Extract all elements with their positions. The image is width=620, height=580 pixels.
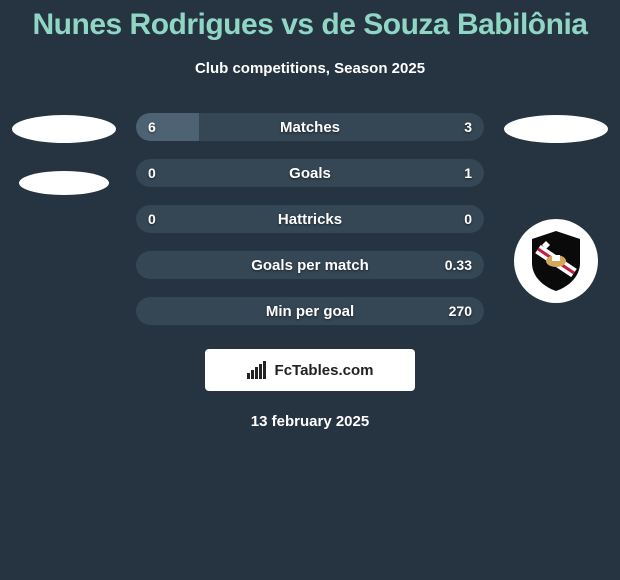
left-logos (12, 113, 116, 195)
stat-bar: 6 Matches 3 (136, 113, 484, 141)
main-row: 6 Matches 3 0 Goals 1 0 Hattricks 0 (0, 113, 620, 325)
bar-value-right: 270 (449, 303, 472, 319)
stat-bar: Min per goal 270 (136, 297, 484, 325)
right-logos (504, 113, 608, 303)
bar-value-left: 6 (148, 119, 156, 135)
brand-text: FcTables.com (275, 362, 374, 379)
stat-bar: Goals per match 0.33 (136, 251, 484, 279)
bar-value-right: 3 (464, 119, 472, 135)
player-left-logo-2 (19, 171, 109, 195)
comparison-card: Nunes Rodrigues vs de Souza Babilônia Cl… (0, 0, 620, 430)
bar-label: Goals per match (251, 257, 369, 274)
bar-label: Min per goal (266, 303, 354, 320)
brand-box[interactable]: FcTables.com (205, 349, 415, 391)
bar-value-right: 1 (464, 165, 472, 181)
stat-bars: 6 Matches 3 0 Goals 1 0 Hattricks 0 (136, 113, 484, 325)
subtitle: Club competitions, Season 2025 (0, 60, 620, 77)
stat-bar: 0 Goals 1 (136, 159, 484, 187)
bar-value-right: 0 (464, 211, 472, 227)
player-right-logo-1 (504, 115, 608, 143)
player-left-logo-1 (12, 115, 116, 143)
bar-label: Goals (289, 165, 331, 182)
page-title: Nunes Rodrigues vs de Souza Babilônia (0, 8, 620, 42)
bar-fill-left (136, 113, 199, 141)
bar-chart-icon (247, 361, 269, 379)
club-logo-vasco (514, 219, 598, 303)
bar-label: Hattricks (278, 211, 342, 228)
bar-value-right: 0.33 (445, 257, 472, 273)
stat-bar: 0 Hattricks 0 (136, 205, 484, 233)
shield-icon (528, 229, 584, 293)
date-text: 13 february 2025 (0, 413, 620, 430)
bar-value-left: 0 (148, 165, 156, 181)
bar-label: Matches (280, 119, 340, 136)
bar-value-left: 0 (148, 211, 156, 227)
